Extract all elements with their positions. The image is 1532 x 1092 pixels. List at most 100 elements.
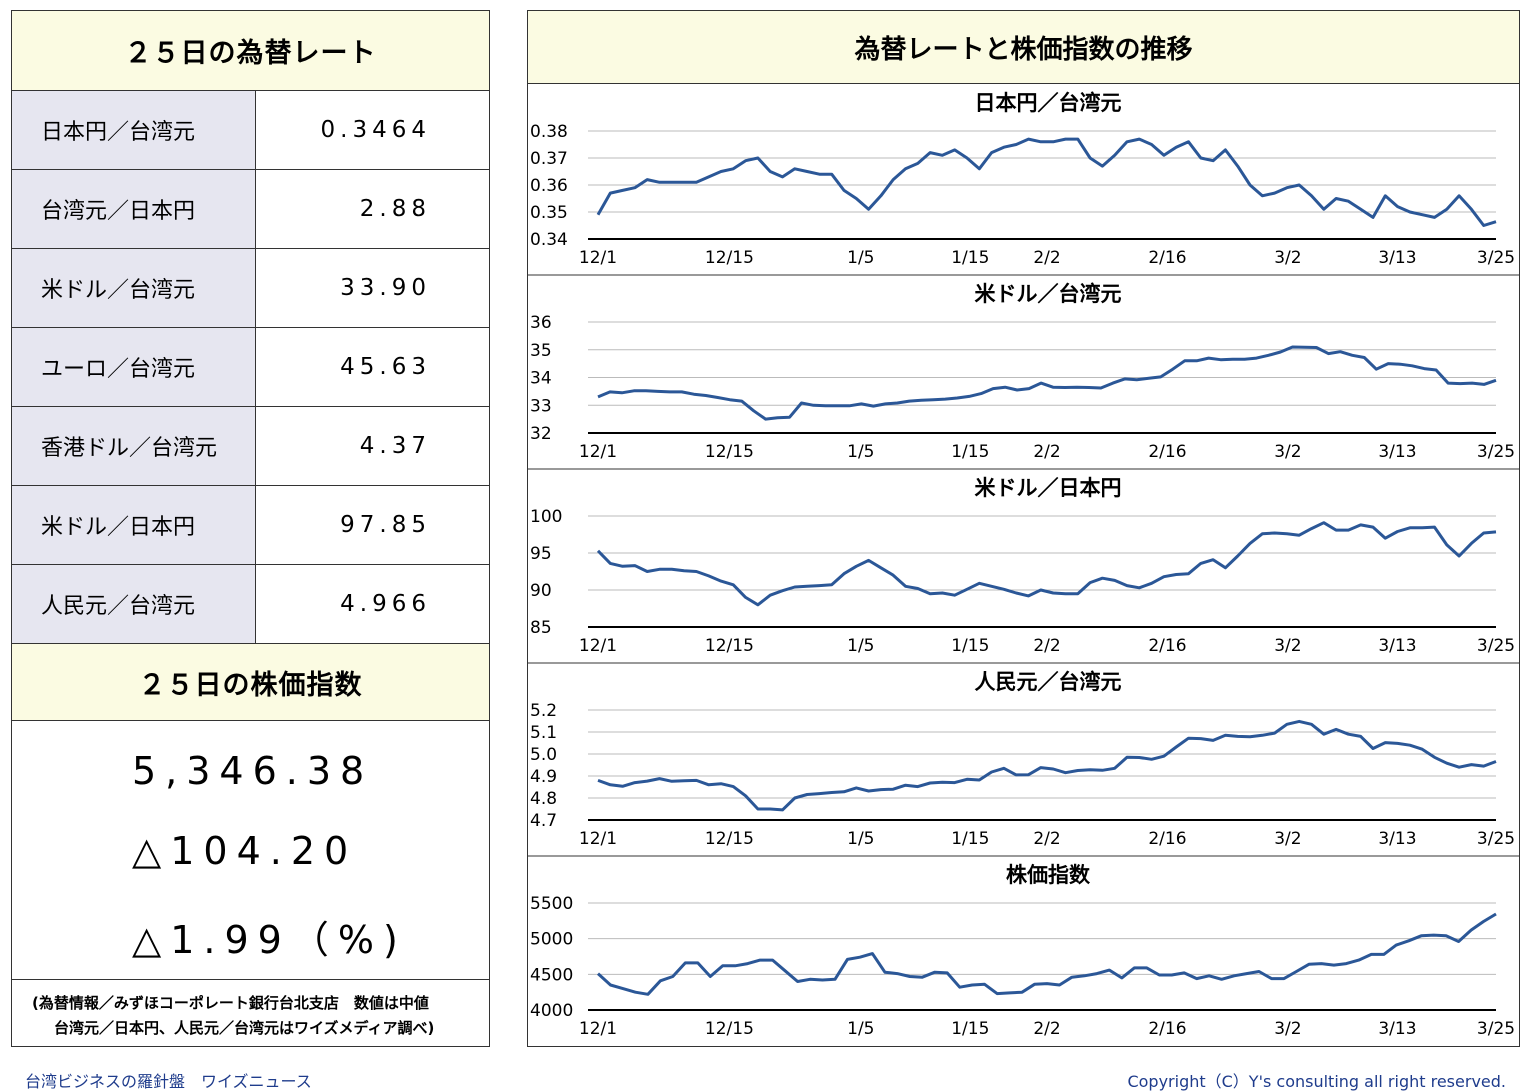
rate-row: 香港ドル／台湾元 4.37 [12, 407, 489, 486]
y-tick-label: 0.35 [530, 203, 568, 223]
x-tick-label: 2/16 [1148, 829, 1186, 849]
y-tick-label: 32 [530, 424, 552, 444]
x-tick-label: 3/25 [1477, 248, 1515, 268]
x-tick-label: 12/1 [579, 442, 617, 462]
rate-label: 米ドル／台湾元 [12, 249, 256, 327]
y-tick-label: 5.1 [530, 723, 557, 743]
x-tick-label: 2/2 [1033, 829, 1060, 849]
rate-row: 米ドル／台湾元 33.90 [12, 249, 489, 328]
y-tick-label: 0.38 [530, 122, 568, 142]
stock-index-value: 5,346.38 [132, 749, 374, 793]
x-tick-label: 12/15 [705, 829, 754, 849]
y-tick-label: 0.34 [530, 230, 568, 250]
left-summary-panel: ２５日の為替レート 日本円／台湾元 0.3464 台湾元／日本円 2.88 米ド… [11, 10, 490, 1047]
x-tick-label: 1/15 [951, 829, 989, 849]
x-tick-label: 1/15 [951, 636, 989, 656]
rate-value: 33.90 [340, 275, 431, 301]
y-tick-label: 90 [530, 581, 552, 601]
x-tick-label: 3/25 [1477, 1019, 1515, 1039]
y-tick-label: 34 [530, 369, 552, 389]
rates-title: ２５日の為替レート [12, 11, 489, 91]
series-line [597, 719, 1497, 812]
x-tick-label: 1/15 [951, 248, 989, 268]
x-tick-label: 3/2 [1274, 1019, 1301, 1039]
y-tick-label: 5.2 [530, 701, 557, 721]
rate-value: 45.63 [340, 354, 431, 380]
y-tick-label: 85 [530, 618, 552, 638]
x-tick-label: 2/16 [1148, 1019, 1186, 1039]
y-tick-label: 4.7 [530, 811, 557, 831]
source-note-line-1: (為替情報／みずほコーポレート銀行台北支店 数値は中値 [32, 994, 429, 1012]
rate-row: ユーロ／台湾元 45.63 [12, 328, 489, 407]
series-line [596, 137, 1497, 227]
x-tick-label: 3/25 [1477, 636, 1515, 656]
x-tick-label: 12/15 [705, 636, 754, 656]
x-tick-label: 12/1 [579, 1019, 617, 1039]
x-tick-label: 12/15 [705, 442, 754, 462]
x-tick-label: 2/16 [1148, 636, 1186, 656]
rate-value: 0.3464 [320, 117, 431, 143]
rate-value: 2.88 [359, 196, 431, 222]
rate-label: 台湾元／日本円 [12, 170, 256, 248]
x-tick-label: 12/1 [579, 636, 617, 656]
rate-label: 人民元／台湾元 [12, 565, 256, 643]
rate-value: 97.85 [340, 512, 431, 538]
stock-index-change-percent: △1.99（%) [132, 918, 407, 962]
y-tick-label: 36 [530, 313, 552, 333]
chart-0: 日本円／台湾元 0.34 0.35 0.36 0.37 0.38 12/1 12/15 1/5 1… [530, 91, 1515, 268]
charts-canvas: 日本円／台湾元 0.34 0.35 0.36 0.37 0.38 12/1 12/15 1/5 1… [528, 91, 1519, 1039]
rate-value: 4.966 [340, 591, 431, 617]
rate-value: 4.37 [359, 433, 431, 459]
chart-title: 米ドル／台湾元 [975, 282, 1122, 306]
y-tick-label: 5000 [530, 930, 573, 950]
series-line [596, 521, 1497, 607]
x-tick-label: 1/5 [847, 636, 874, 656]
x-tick-label: 2/2 [1033, 636, 1060, 656]
x-tick-label: 1/5 [847, 829, 874, 849]
y-tick-label: 5.0 [530, 745, 557, 765]
rate-label: 日本円／台湾元 [12, 91, 256, 169]
rate-row: 台湾元／日本円 2.88 [12, 170, 489, 249]
x-tick-label: 1/15 [951, 1019, 989, 1039]
y-tick-label: 4.8 [530, 789, 557, 809]
chart-title: 株価指数 [1006, 863, 1091, 887]
x-tick-label: 12/1 [579, 829, 617, 849]
y-tick-label: 0.37 [530, 149, 568, 169]
rate-label: 米ドル／日本円 [12, 486, 256, 564]
y-tick-label: 33 [530, 396, 552, 416]
x-tick-label: 1/15 [951, 442, 989, 462]
y-tick-label: 95 [530, 544, 552, 564]
chart-2: 米ドル／日本円 85 90 95 100 12/1 12/15 1/5 1/15 2/2 2/16 3… [528, 468, 1519, 656]
x-tick-label: 3/13 [1378, 248, 1416, 268]
x-tick-label: 12/15 [705, 1019, 754, 1039]
chart-title: 人民元／台湾元 [975, 670, 1122, 694]
rate-label: ユーロ／台湾元 [12, 328, 256, 406]
x-tick-label: 3/25 [1477, 442, 1515, 462]
series-line [596, 912, 1497, 996]
x-tick-label: 3/2 [1274, 636, 1301, 656]
right-charts-panel: 為替レートと株価指数の推移 日本円／台湾元 0.34 0.35 0.36 0.37 0.3… [527, 10, 1520, 1047]
chart-3: 人民元／台湾元 4.74.84.95.05.15.2 12/1 12/15 1/5 1/1… [528, 662, 1519, 849]
y-tick-label: 0.36 [530, 176, 568, 196]
footer-copyright: Copyright（C）Y's consulting all right res… [1127, 1072, 1506, 1091]
x-tick-label: 2/16 [1148, 248, 1186, 268]
y-tick-label: 5500 [530, 894, 573, 914]
stock-title: ２５日の株価指数 [12, 643, 489, 721]
x-tick-label: 1/5 [847, 1019, 874, 1039]
x-tick-label: 3/2 [1274, 829, 1301, 849]
x-tick-label: 3/13 [1378, 829, 1416, 849]
x-tick-label: 2/2 [1033, 248, 1060, 268]
x-tick-label: 12/15 [705, 248, 754, 268]
chart-1: 米ドル／台湾元 32 33 34 35 36 12/1 12/15 1/5 1/15 2/2 2/16… [528, 274, 1519, 462]
y-tick-label: 4000 [530, 1001, 573, 1021]
x-tick-label: 3/25 [1477, 829, 1515, 849]
y-tick-label: 35 [530, 341, 552, 361]
chart-title: 米ドル／日本円 [975, 476, 1122, 500]
x-tick-label: 2/16 [1148, 442, 1186, 462]
x-tick-label: 3/13 [1378, 1019, 1416, 1039]
y-tick-label: 100 [530, 507, 562, 527]
x-tick-label: 3/13 [1378, 442, 1416, 462]
stock-index-change: △104.20 [132, 829, 358, 873]
chart-4: 株価指数 4000 4500 5000 5500 12/1 12/15 1/5 1/15 2/2 2… [528, 855, 1519, 1039]
rate-label: 香港ドル／台湾元 [12, 407, 256, 485]
